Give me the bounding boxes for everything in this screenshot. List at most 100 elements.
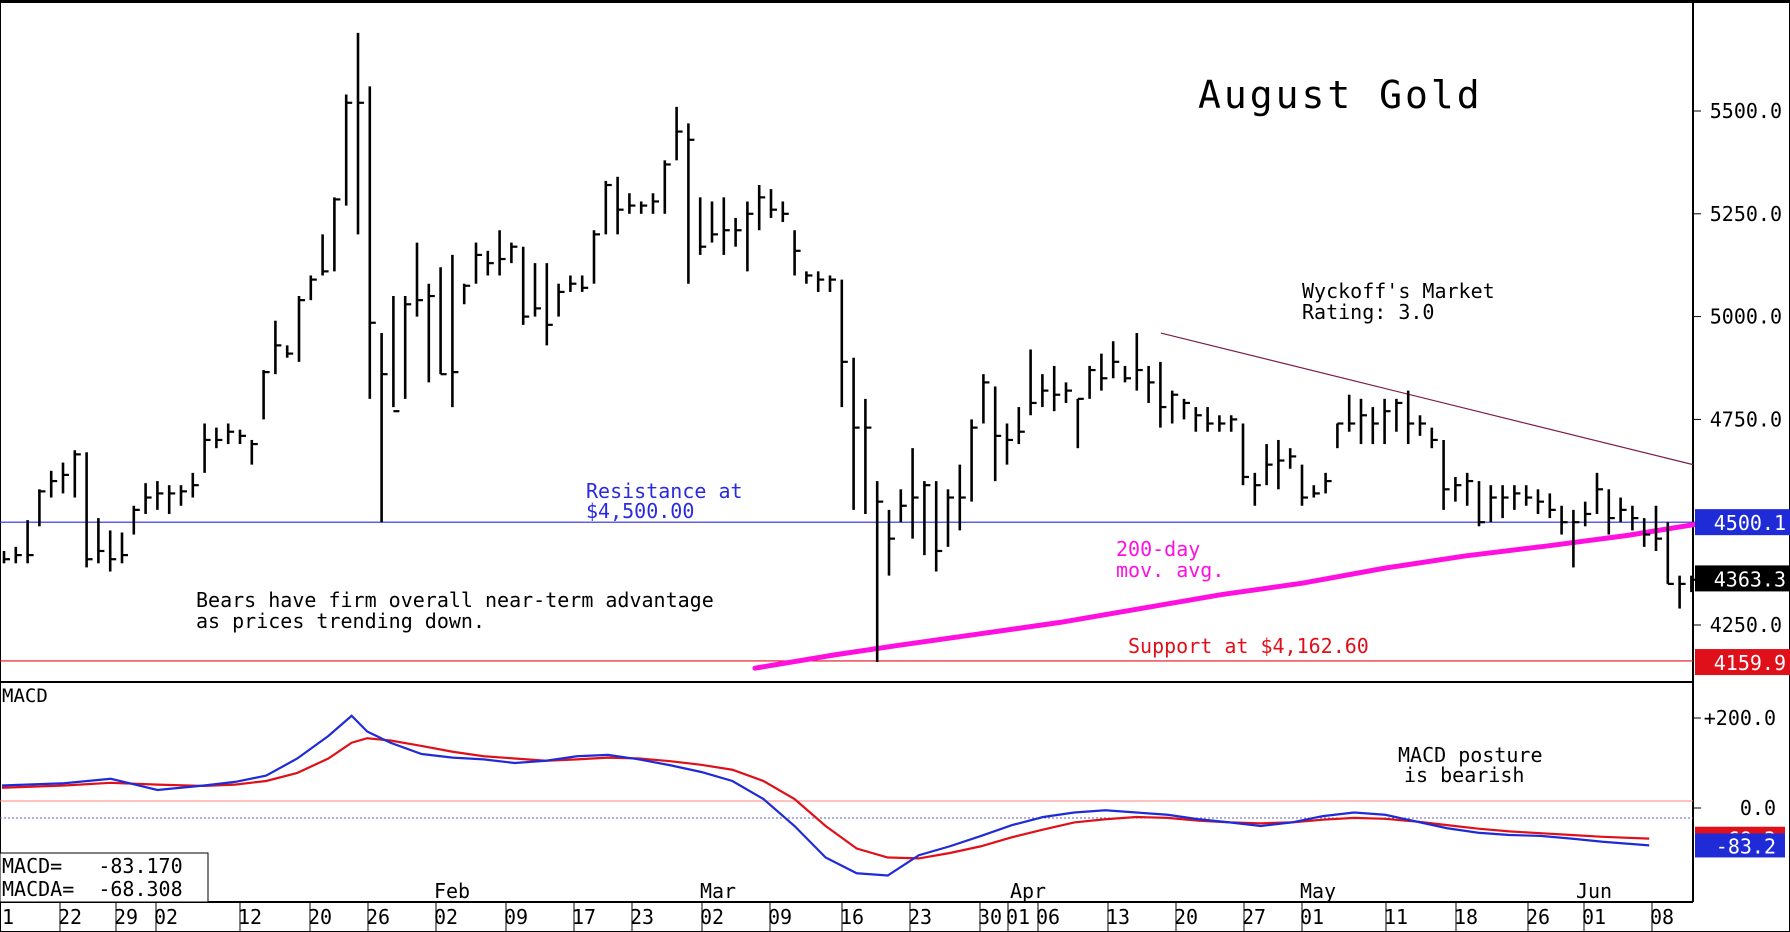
ohlc-bar <box>368 86 376 399</box>
price-badge: 4500.1 <box>1695 509 1790 536</box>
ohlc-bar <box>156 481 164 510</box>
price-tick-label: 5250.0 <box>1710 202 1782 226</box>
ohlc-bar <box>1194 407 1202 432</box>
ohlc-bar <box>285 345 294 358</box>
resistance-label-1: Resistance at <box>586 479 743 503</box>
ohlc-bar <box>1548 493 1556 519</box>
ohlc-bar <box>1465 472 1474 506</box>
ohlc-bar <box>1088 365 1096 399</box>
ohlc-bar <box>1666 522 1674 585</box>
price-badge: 4159.9 <box>1695 649 1790 676</box>
ohlc-bar <box>1678 575 1686 609</box>
ohlc-bar <box>167 485 176 514</box>
ohlc-bar <box>203 423 211 473</box>
ohlc-bar <box>392 296 400 413</box>
month-label: Apr <box>1010 879 1046 903</box>
ohlc-bar <box>793 230 801 276</box>
ohlc-bar <box>1100 353 1108 391</box>
ohlc-bar <box>238 429 246 445</box>
ohlc-bar <box>1041 374 1049 408</box>
date-label: 20 <box>308 905 332 929</box>
comment-line-1: Bears have firm overall near-term advant… <box>196 588 714 612</box>
date-label: 26 <box>366 905 390 929</box>
ohlc-bar <box>1383 398 1391 445</box>
ohlc-bar <box>120 532 128 564</box>
ohlc-bar <box>1076 397 1084 449</box>
ohlc-bar <box>533 263 541 317</box>
ohlc-bar <box>356 32 364 235</box>
ohlc-bar <box>486 250 494 276</box>
ohlc-bar <box>1265 444 1273 486</box>
ohlc-bar <box>746 201 754 272</box>
price-tick-label: 5000.0 <box>1710 305 1782 329</box>
ohlc-bar <box>1418 415 1426 436</box>
macd-readout-box <box>0 852 209 903</box>
ohlc-bar <box>1111 341 1120 379</box>
date-label: 30 <box>978 905 1002 929</box>
ohlc-bar <box>1524 485 1533 506</box>
date-label: 20 <box>1174 905 1198 929</box>
ohlc-bar <box>1182 398 1190 420</box>
date-label: 11 <box>1384 905 1408 929</box>
ohlc-bar <box>97 518 105 564</box>
price-badge: 4363.3 <box>1695 565 1790 592</box>
ohlc-bar <box>274 320 282 375</box>
ohlc-bar <box>26 520 34 564</box>
ohlc-bar <box>757 185 766 231</box>
price-tick-label: 4250.0 <box>1710 613 1782 637</box>
ohlc-bar <box>1631 505 1639 531</box>
ohlc-bar <box>38 489 46 527</box>
date-label: 02 <box>434 905 458 929</box>
ohlc-bar <box>1277 439 1285 490</box>
ma-label-1: 200-day <box>1116 537 1200 561</box>
ohlc-bar <box>521 246 530 325</box>
price-badge-text: 4159.9 <box>1714 651 1786 675</box>
ohlc-bar <box>1359 398 1367 445</box>
ohlc-bar <box>1312 485 1320 498</box>
ohlc-bar <box>734 217 742 247</box>
macd-tick-label: 0.0 <box>1740 796 1776 820</box>
ohlc-bar <box>297 296 305 362</box>
macd-readout-2: MACDA= -68.308 <box>2 877 183 901</box>
date-label: 01 <box>1300 905 1324 929</box>
ohlc-bar <box>132 505 140 535</box>
price-badge-text: 4363.3 <box>1714 567 1786 591</box>
ohlc-bar <box>1619 497 1627 523</box>
downtrend-line <box>1160 332 1694 466</box>
ohlc-bar <box>380 333 388 523</box>
date-label: 09 <box>768 905 792 929</box>
ohlc-bar <box>321 234 329 276</box>
ohlc-bar <box>1501 485 1509 519</box>
ohlc-bar <box>993 386 1002 482</box>
ohlc-bar <box>1536 489 1544 514</box>
date-label: 08 <box>1650 905 1674 929</box>
ohlc-bar <box>816 271 825 292</box>
ohlc-bar <box>1147 365 1155 403</box>
ohlc-bar <box>805 271 813 284</box>
ohlc-bar <box>1206 407 1214 432</box>
ohlc-bar <box>1253 472 1261 506</box>
ohlc-bar <box>1218 415 1226 432</box>
support-label: Support at $4,162.60 <box>1128 634 1369 658</box>
ohlc-bar <box>309 275 317 301</box>
ohlc-bar <box>911 448 919 539</box>
date-label: 16 <box>840 905 864 929</box>
ohlc-bar <box>439 267 447 376</box>
ohlc-bar <box>510 242 518 264</box>
date-label: 23 <box>630 905 654 929</box>
ohlc-bar <box>1017 407 1025 445</box>
ohlc-bar <box>462 283 471 305</box>
ohlc-bar <box>769 189 777 218</box>
ohlc-bar <box>663 160 671 214</box>
ohlc-bar <box>569 275 577 292</box>
ohlc-bar <box>215 427 223 449</box>
macd-panel-title: MACD <box>2 685 48 707</box>
comment-line-2: as prices trending down. <box>196 609 485 633</box>
macd-series-macd <box>1 714 1650 877</box>
ohlc-bar <box>887 509 895 576</box>
ma-200-line <box>752 519 1712 671</box>
ohlc-bar <box>49 470 58 498</box>
ohlc-bar <box>1489 485 1497 523</box>
